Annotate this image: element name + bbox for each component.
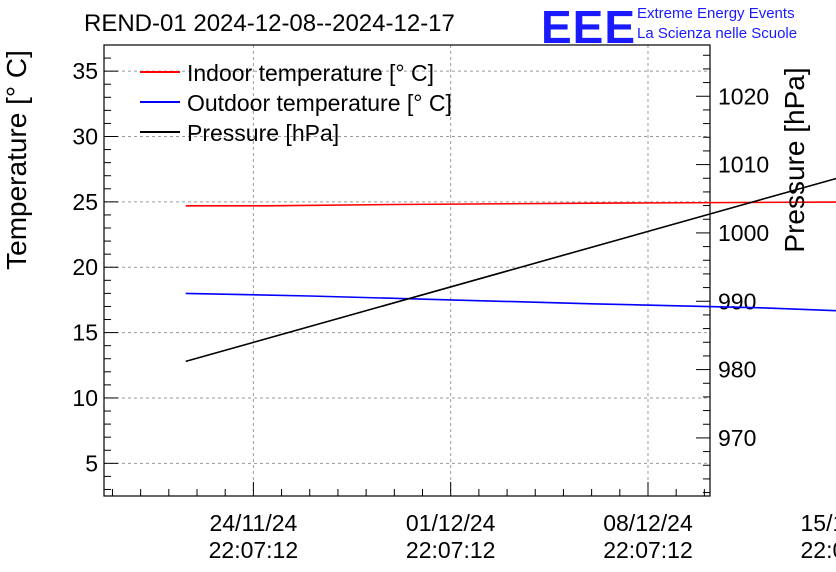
- plot-frame: [103, 44, 711, 497]
- y2-tick-label: 990: [718, 288, 756, 314]
- y-tick-label: 5: [85, 450, 98, 476]
- y2-tick-label: 970: [718, 425, 756, 451]
- y2-tick-label: 980: [718, 357, 756, 383]
- x-tick-label-time: 22:07:12: [801, 537, 836, 563]
- y2-tick-label: 1010: [718, 152, 769, 178]
- x-tick-label-time: 22:07:12: [603, 537, 693, 563]
- y-axis-label-right: Pressure [hPa]: [779, 67, 810, 253]
- x-tick-label-time: 22:07:12: [209, 537, 299, 563]
- y-tick-label: 30: [72, 124, 98, 150]
- y-axis-label-left: Temperature [° C]: [1, 50, 32, 270]
- series-line-2: [185, 177, 836, 363]
- y2-tick-label: 1020: [718, 83, 769, 109]
- x-tick-label-date: 15/12/24: [801, 510, 836, 536]
- y-tick-label: 10: [72, 385, 98, 411]
- legend-label: Outdoor temperature [° C]: [187, 90, 452, 116]
- x-tick-label-date: 24/11/24: [209, 510, 297, 536]
- y2-tick-label: 1000: [718, 220, 769, 246]
- logo-line-2: La Scienza nelle Scuole: [637, 25, 798, 42]
- chart-title: REND-01 2024-12-08--2024-12-17: [84, 10, 455, 37]
- series-line-1: [185, 292, 836, 312]
- x-tick-label-date: 08/12/24: [603, 510, 693, 536]
- series-line-0: [185, 201, 836, 207]
- x-tick-label-date: 01/12/24: [406, 510, 496, 536]
- y-tick-label: 25: [72, 189, 98, 215]
- eee-logo: EEE: [541, 1, 637, 53]
- logo-line-1: Extreme Energy Events: [637, 5, 795, 22]
- y-tick-label: 20: [72, 254, 98, 280]
- legend-label: Indoor temperature [° C]: [187, 60, 434, 86]
- y-tick-label: 15: [72, 320, 98, 346]
- y-tick-label: 35: [72, 58, 98, 84]
- legend-label: Pressure [hPa]: [187, 120, 339, 146]
- x-tick-label-time: 22:07:12: [406, 537, 496, 563]
